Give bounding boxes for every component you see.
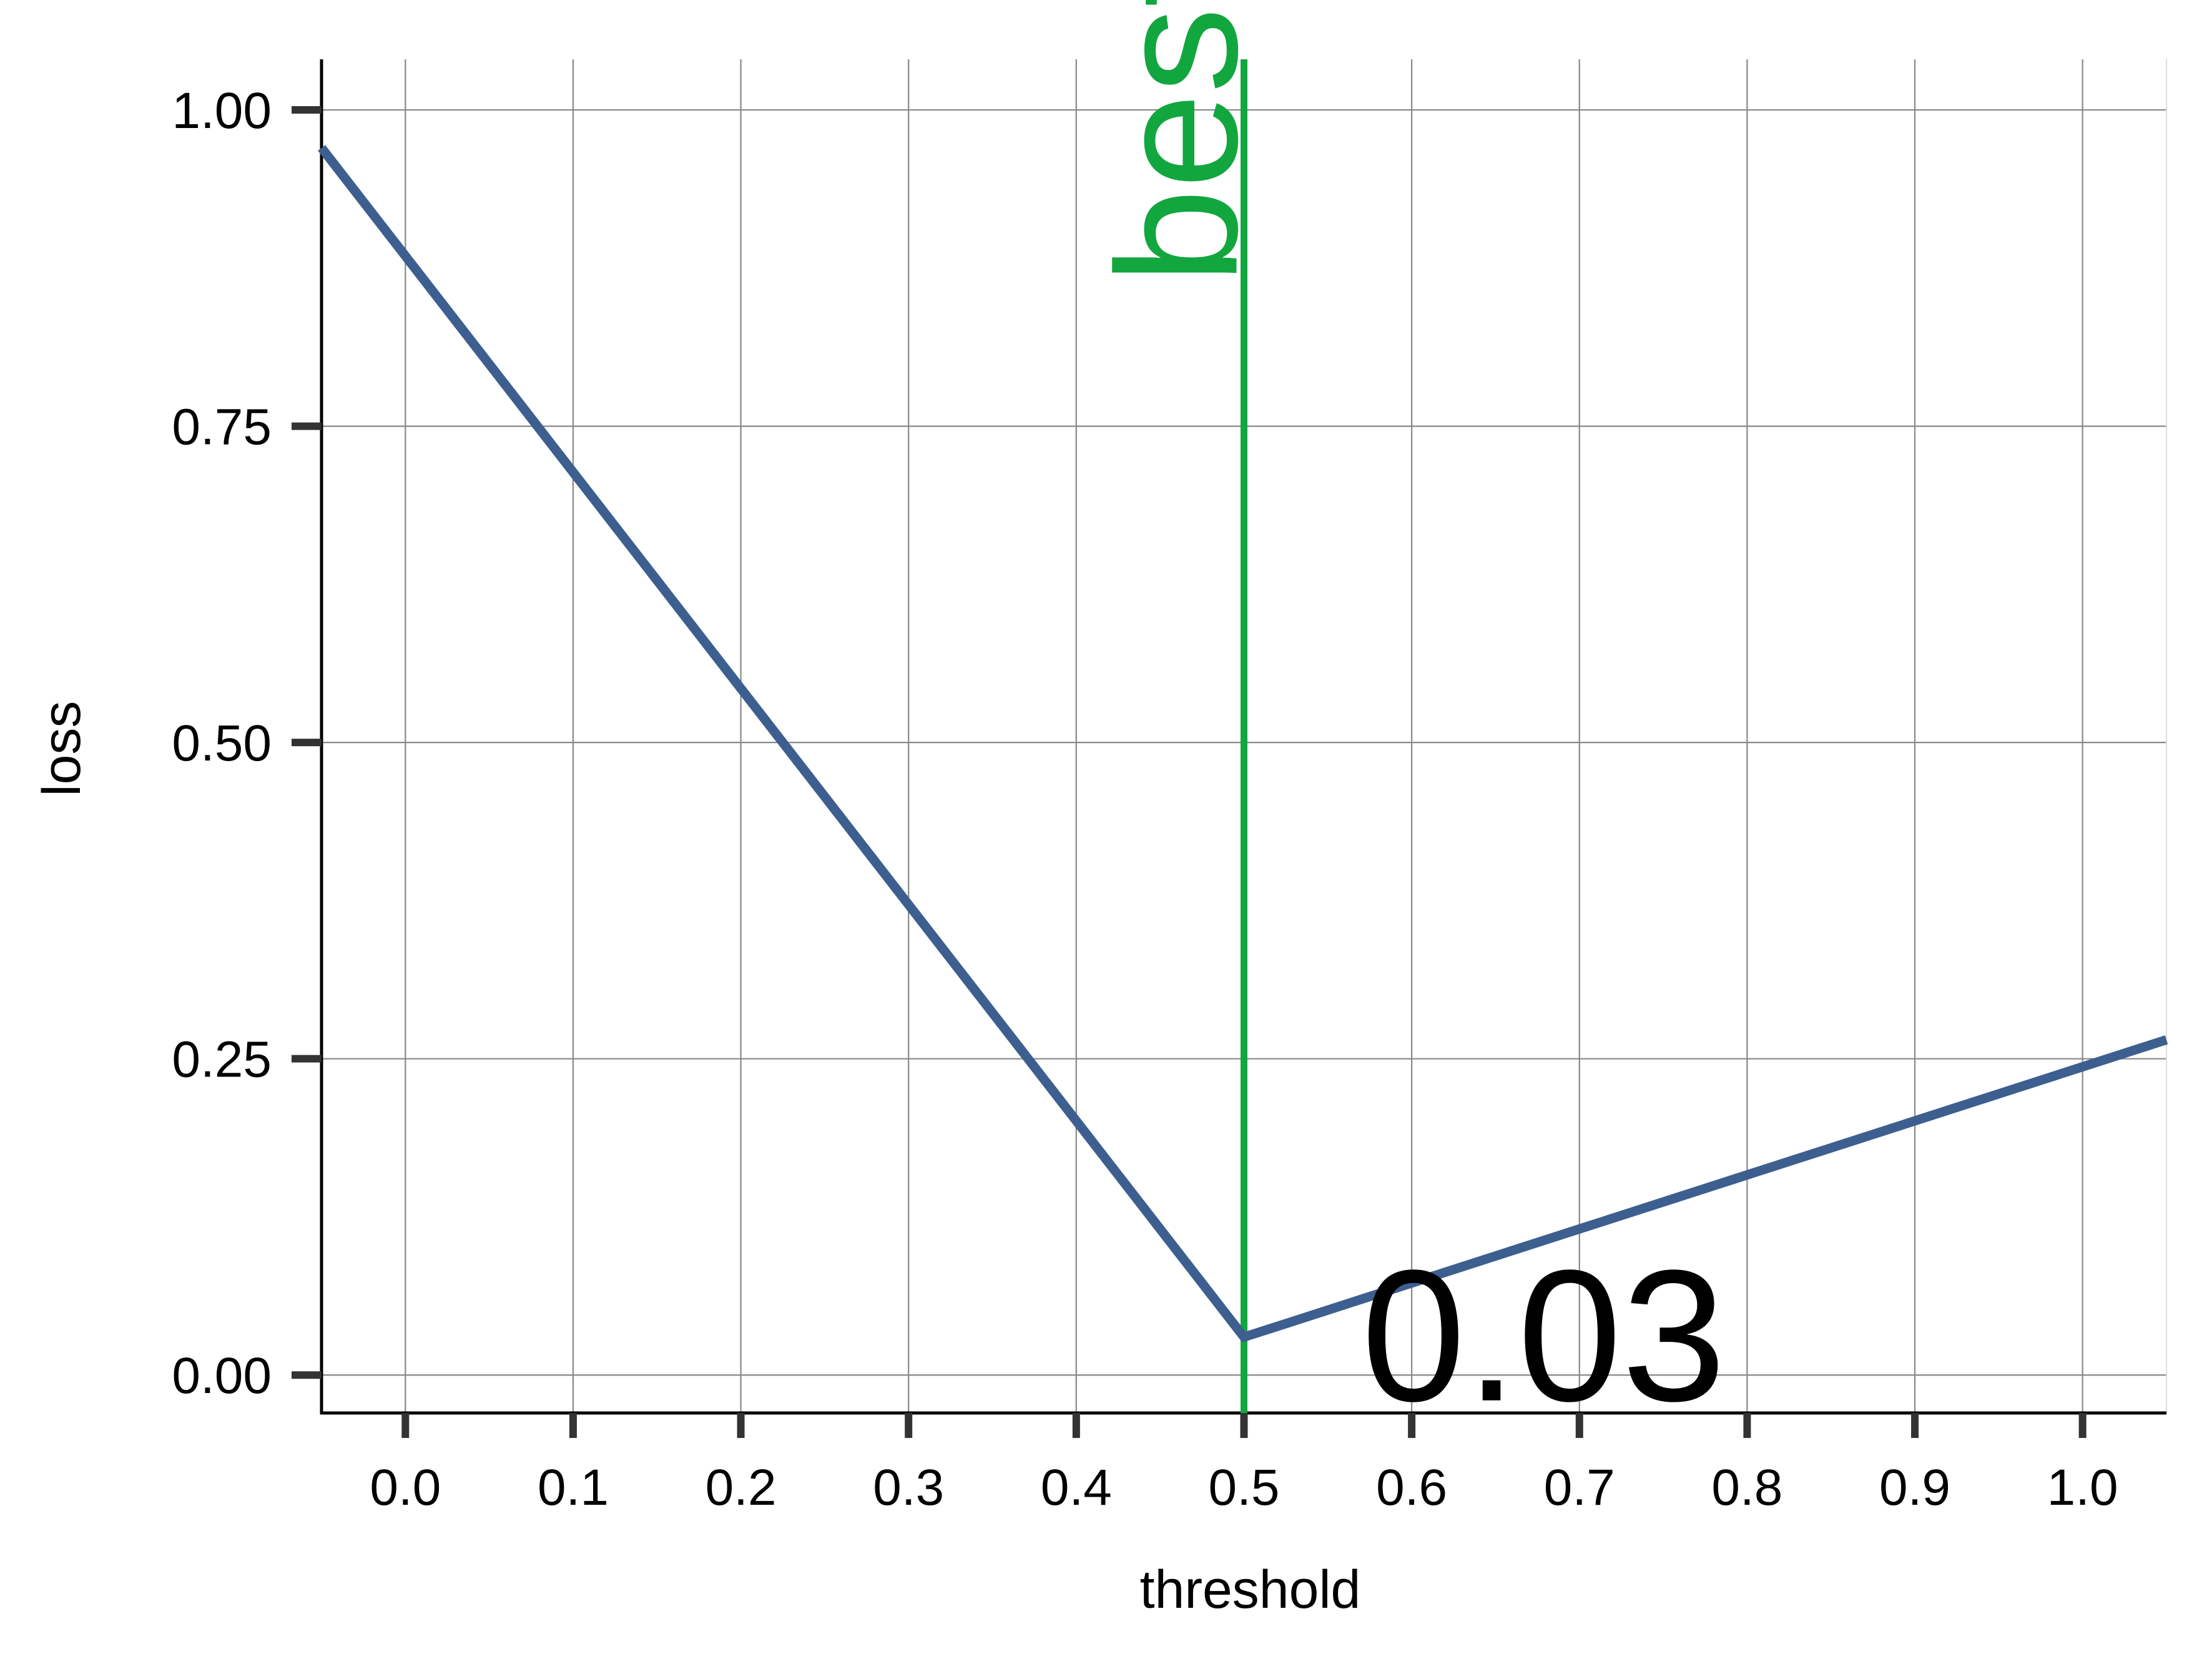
x-axis-title: threshold [1140, 1560, 1361, 1620]
series [318, 59, 2168, 1413]
loss-line [318, 145, 2168, 1343]
x-tick-label: 1.0 [2047, 1459, 2118, 1516]
y-axis-title: loss [32, 701, 92, 797]
x-tick-label: 0.4 [1041, 1459, 1112, 1516]
labels: best 0.03 [1082, 0, 1726, 1440]
y-tick-label: 0.00 [172, 1347, 272, 1404]
x-tick-label: 0.7 [1544, 1459, 1615, 1516]
x-tick-label: 0.8 [1711, 1459, 1782, 1516]
x-tick-label: 0.5 [1209, 1459, 1280, 1516]
y-tick-label: 0.75 [172, 399, 272, 456]
x-tick-label: 0.3 [873, 1459, 944, 1516]
x-tick-label: 0.1 [538, 1459, 609, 1516]
axes: 0.0 0.1 0.2 0.3 0.4 0.5 0.6 0.7 0.8 0.9 1.0 0.00 0.2… [172, 59, 2166, 1516]
x-tick-label: 0.9 [1879, 1459, 1950, 1516]
y-tick-label: 0.50 [172, 715, 272, 772]
y-tick-label: 1.00 [172, 82, 272, 139]
x-tick-label: 0.2 [705, 1459, 777, 1516]
min-loss-annotation: 0.03 [1362, 1231, 1726, 1440]
best-label: best [1082, 0, 1274, 284]
x-tick-label: 0.6 [1376, 1459, 1447, 1516]
x-tick-label: 0.0 [370, 1459, 441, 1516]
y-tick-label: 0.25 [172, 1031, 272, 1088]
